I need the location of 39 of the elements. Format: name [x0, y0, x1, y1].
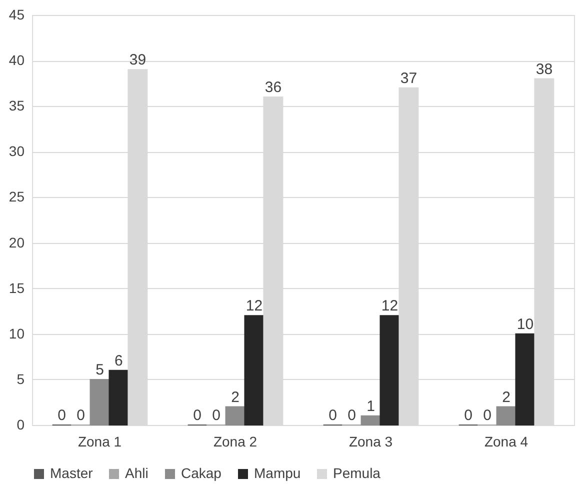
- x-tick-label: Zona 3: [348, 434, 393, 450]
- data-label: 36: [264, 79, 282, 96]
- y-tick-label: 20: [8, 234, 25, 250]
- data-label: 0: [212, 407, 220, 424]
- y-tick-label: 45: [8, 6, 25, 22]
- data-label: 0: [193, 407, 202, 424]
- data-label: 0: [76, 407, 85, 424]
- legend-label: Master: [50, 465, 94, 481]
- legend-label: Mampu: [254, 465, 301, 481]
- x-tick-label: Zona 1: [78, 434, 122, 450]
- data-label: 39: [129, 52, 146, 69]
- y-tick-label: 5: [16, 370, 25, 387]
- data-label: 12: [246, 298, 263, 315]
- data-label: 2: [231, 388, 240, 406]
- data-label: 6: [114, 352, 123, 370]
- data-label: 38: [536, 60, 553, 78]
- legend-label: Cakap: [181, 465, 222, 481]
- y-tick-label: 40: [8, 52, 25, 68]
- data-label: 37: [400, 70, 418, 87]
- y-tick-label: 0: [16, 416, 25, 432]
- y-tick-label: 15: [8, 280, 25, 296]
- data-label: 0: [464, 407, 472, 424]
- y-tick-label: 35: [8, 98, 25, 114]
- y-tick-label: 30: [8, 143, 25, 160]
- data-label: 2: [502, 388, 510, 406]
- data-label: 12: [381, 298, 398, 315]
- legend-label: Pemula: [333, 465, 381, 481]
- y-tick-label: 10: [8, 325, 25, 342]
- data-label: 1: [366, 398, 375, 415]
- data-label: 0: [58, 407, 66, 424]
- x-tick-label: Zona 4: [484, 434, 528, 450]
- legend-label: Ahli: [125, 465, 148, 481]
- data-label: 0: [328, 407, 337, 424]
- data-label: 10: [516, 316, 534, 333]
- data-label: 0: [348, 407, 356, 424]
- x-tick-label: Zona 2: [213, 434, 258, 450]
- y-tick-label: 25: [8, 188, 25, 205]
- data-label: 5: [96, 361, 104, 378]
- data-label: 0: [483, 407, 492, 424]
